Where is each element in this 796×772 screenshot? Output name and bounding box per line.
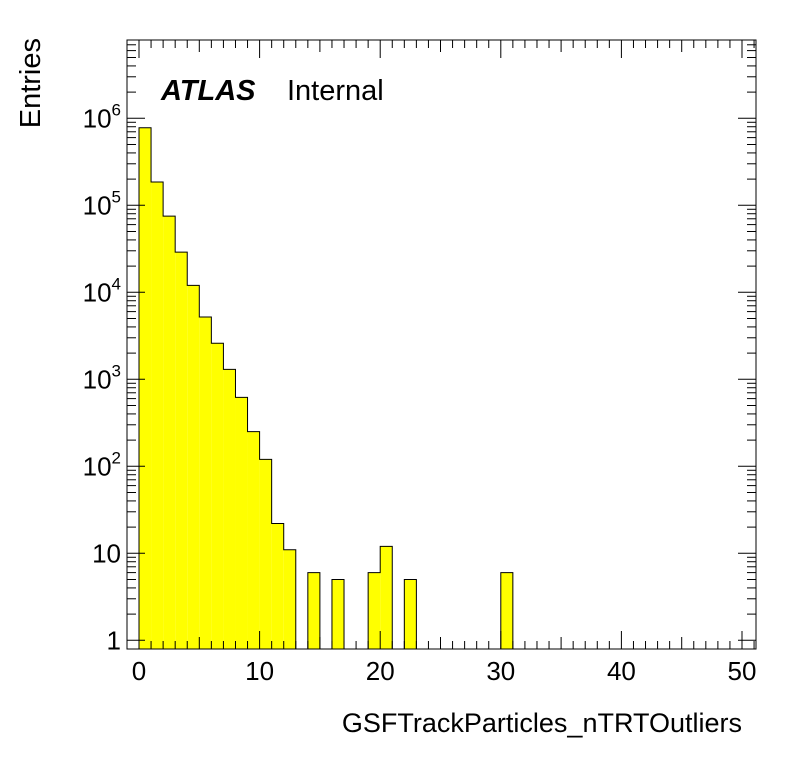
- y-tick-label: 10: [92, 538, 121, 568]
- y-tick-labels: 1 10 102 103 104 105 106: [83, 100, 121, 655]
- plot-frame: [126, 39, 757, 650]
- histogram-bars: [138, 127, 514, 650]
- histogram-bar: [187, 285, 200, 649]
- axis-ticks: [127, 40, 756, 649]
- y-tick-label: 105: [83, 187, 121, 220]
- x-axis-label: GSFTrackParticles_nTRTOutliers: [342, 708, 742, 738]
- y-tick-label: 1: [107, 625, 121, 655]
- y-tick-label: 103: [83, 361, 121, 394]
- histogram-bar: [271, 523, 284, 649]
- histogram-bar: [380, 546, 393, 649]
- x-tick-label: 10: [245, 656, 274, 686]
- x-tick-labels: 0 10 20 30 40 50: [132, 656, 757, 686]
- x-tick-label: 30: [486, 656, 515, 686]
- histogram-bar: [235, 397, 248, 649]
- y-tick-label: 106: [83, 100, 121, 133]
- histogram-bar: [283, 549, 296, 649]
- histogram-bar: [259, 459, 272, 649]
- histogram-bar: [404, 579, 417, 649]
- histogram-outline: [138, 127, 514, 649]
- y-axis-label: Entries: [15, 38, 47, 128]
- histogram-bar: [211, 343, 224, 649]
- atlas-label: ATLAS: [160, 75, 256, 107]
- x-tick-label: 20: [366, 656, 395, 686]
- histogram-bar: [151, 182, 164, 649]
- atlas-status-label: Internal: [287, 75, 384, 107]
- histogram-bar: [500, 572, 513, 649]
- histogram-bar: [199, 317, 212, 649]
- histogram-bar: [223, 369, 236, 649]
- histogram-bar: [175, 252, 188, 649]
- histogram-bar: [331, 579, 345, 649]
- histogram-bar: [139, 127, 152, 649]
- histogram-bar: [247, 431, 260, 649]
- x-tick-label: 0: [132, 656, 146, 686]
- histogram-bar: [307, 572, 320, 649]
- histogram-bar: [163, 216, 176, 650]
- x-tick-label: 50: [728, 656, 757, 686]
- y-tick-label: 104: [83, 274, 121, 307]
- y-tick-label: 102: [83, 448, 121, 481]
- x-tick-label: 40: [607, 656, 636, 686]
- histogram-bar: [368, 572, 381, 649]
